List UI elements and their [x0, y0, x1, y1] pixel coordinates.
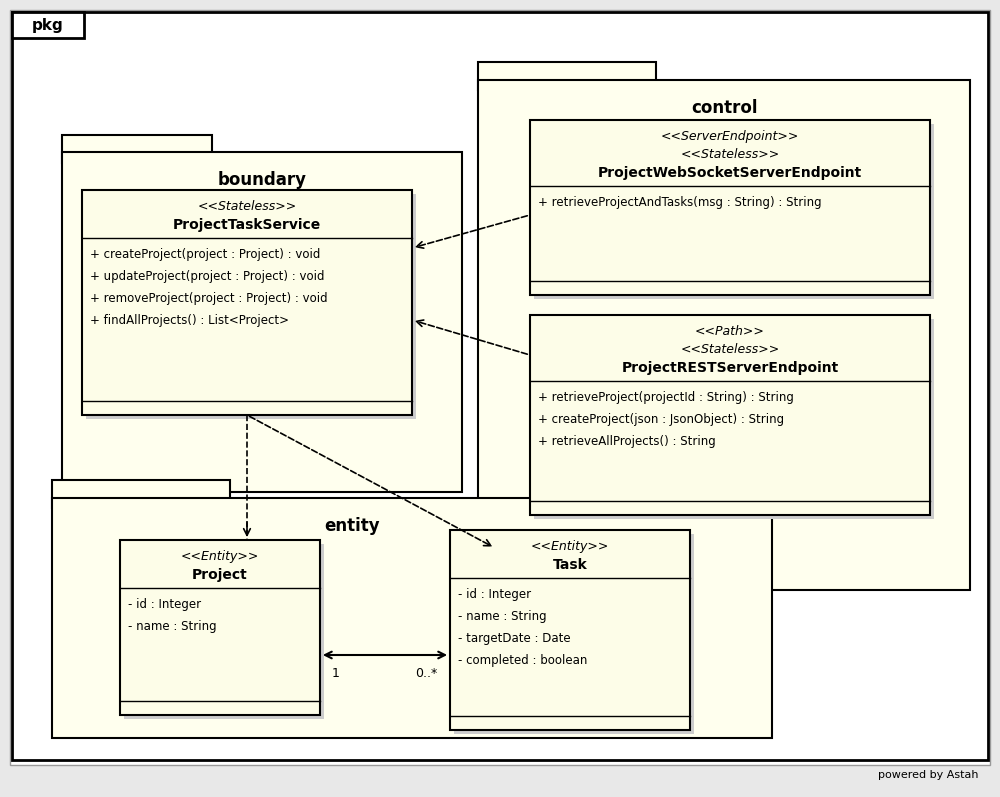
Bar	[86, 194, 416, 419]
Text: boundary: boundary	[218, 171, 306, 189]
Text: - id : Integer: - id : Integer	[128, 598, 201, 611]
Text: + retrieveAllProjects() : String: + retrieveAllProjects() : String	[538, 435, 716, 448]
Text: ProjectTaskService: ProjectTaskService	[173, 218, 321, 232]
Bar	[62, 135, 212, 163]
Text: - targetDate : Date: - targetDate : Date	[458, 632, 571, 645]
Text: 0..*: 0..*	[415, 667, 437, 680]
Text: ProjectRESTServerEndpoint: ProjectRESTServerEndpoint	[621, 361, 839, 375]
Text: <<Stateless>>: <<Stateless>>	[197, 200, 297, 213]
Bar	[12, 12, 84, 38]
Text: <<Stateless>>: <<Stateless>>	[680, 343, 780, 356]
Bar	[478, 80, 970, 590]
Text: ProjectWebSocketServerEndpoint: ProjectWebSocketServerEndpoint	[598, 166, 862, 180]
Text: - id : Integer: - id : Integer	[458, 588, 531, 601]
Text: entity: entity	[324, 517, 380, 535]
Bar	[52, 480, 230, 508]
Bar	[478, 62, 656, 90]
Bar	[450, 530, 690, 730]
Bar	[62, 152, 462, 492]
Text: - name : String: - name : String	[128, 620, 217, 633]
Bar	[534, 319, 934, 519]
Text: - completed : boolean: - completed : boolean	[458, 654, 587, 667]
Text: pkg: pkg	[32, 18, 64, 33]
Text: - name : String: - name : String	[458, 610, 547, 623]
Text: + createProject(project : Project) : void: + createProject(project : Project) : voi…	[90, 248, 320, 261]
Text: <<Entity>>: <<Entity>>	[531, 540, 609, 553]
Text: + createProject(json : JsonObject) : String: + createProject(json : JsonObject) : Str…	[538, 413, 784, 426]
Bar	[82, 190, 412, 415]
Text: <<Path>>: <<Path>>	[695, 325, 765, 338]
Bar	[120, 540, 320, 715]
Text: Project: Project	[192, 568, 248, 582]
Text: + retrieveProject(projectId : String) : String: + retrieveProject(projectId : String) : …	[538, 391, 794, 404]
Text: <<Entity>>: <<Entity>>	[181, 550, 259, 563]
Bar	[530, 120, 930, 295]
Text: + findAllProjects() : List<Project>: + findAllProjects() : List<Project>	[90, 314, 289, 327]
Text: <<Stateless>>: <<Stateless>>	[680, 148, 780, 161]
Bar	[52, 498, 772, 738]
Text: Task: Task	[553, 558, 587, 572]
Text: + retrieveProjectAndTasks(msg : String) : String: + retrieveProjectAndTasks(msg : String) …	[538, 196, 822, 209]
Text: powered by Astah: powered by Astah	[878, 770, 978, 780]
Text: + updateProject(project : Project) : void: + updateProject(project : Project) : voi…	[90, 270, 324, 283]
Bar	[454, 534, 694, 734]
Bar	[530, 315, 930, 515]
Text: control: control	[691, 99, 757, 117]
Text: <<ServerEndpoint>>: <<ServerEndpoint>>	[661, 130, 799, 143]
Text: + removeProject(project : Project) : void: + removeProject(project : Project) : voi…	[90, 292, 328, 305]
Bar	[124, 544, 324, 719]
Text: 1: 1	[332, 667, 340, 680]
Bar	[534, 124, 934, 299]
